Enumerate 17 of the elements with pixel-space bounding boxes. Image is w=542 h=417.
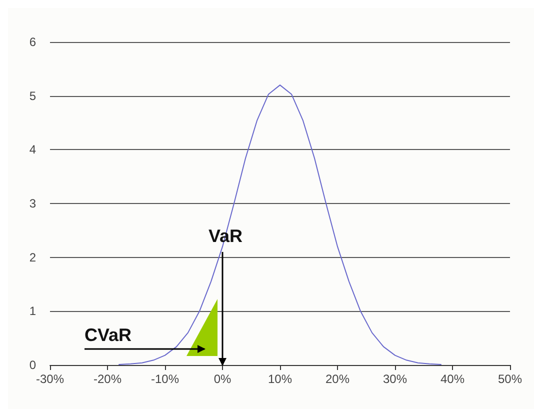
y-tick-label: 0 bbox=[29, 358, 36, 372]
x-tick-label: 10% bbox=[268, 372, 292, 386]
x-tick-label: 40% bbox=[440, 372, 465, 386]
x-tick-label: 20% bbox=[325, 372, 350, 386]
x-tick-label: -30% bbox=[36, 372, 64, 386]
annotation: CVaR bbox=[84, 325, 132, 345]
y-tick-label: 5 bbox=[29, 88, 36, 103]
x-tick-label: 0% bbox=[214, 372, 232, 386]
y-tick-label: 3 bbox=[29, 196, 36, 210]
x-tick-label: -10% bbox=[150, 372, 180, 386]
y-tick-label: 4 bbox=[29, 142, 36, 157]
x-tick-label: 30% bbox=[382, 372, 408, 386]
x-tick-label: -20% bbox=[93, 372, 122, 386]
x-tick-label: 50% bbox=[498, 372, 522, 386]
y-tick-label: 6 bbox=[29, 35, 36, 49]
y-tick-label: 1 bbox=[29, 304, 36, 318]
y-tick-label: 2 bbox=[29, 250, 36, 264]
